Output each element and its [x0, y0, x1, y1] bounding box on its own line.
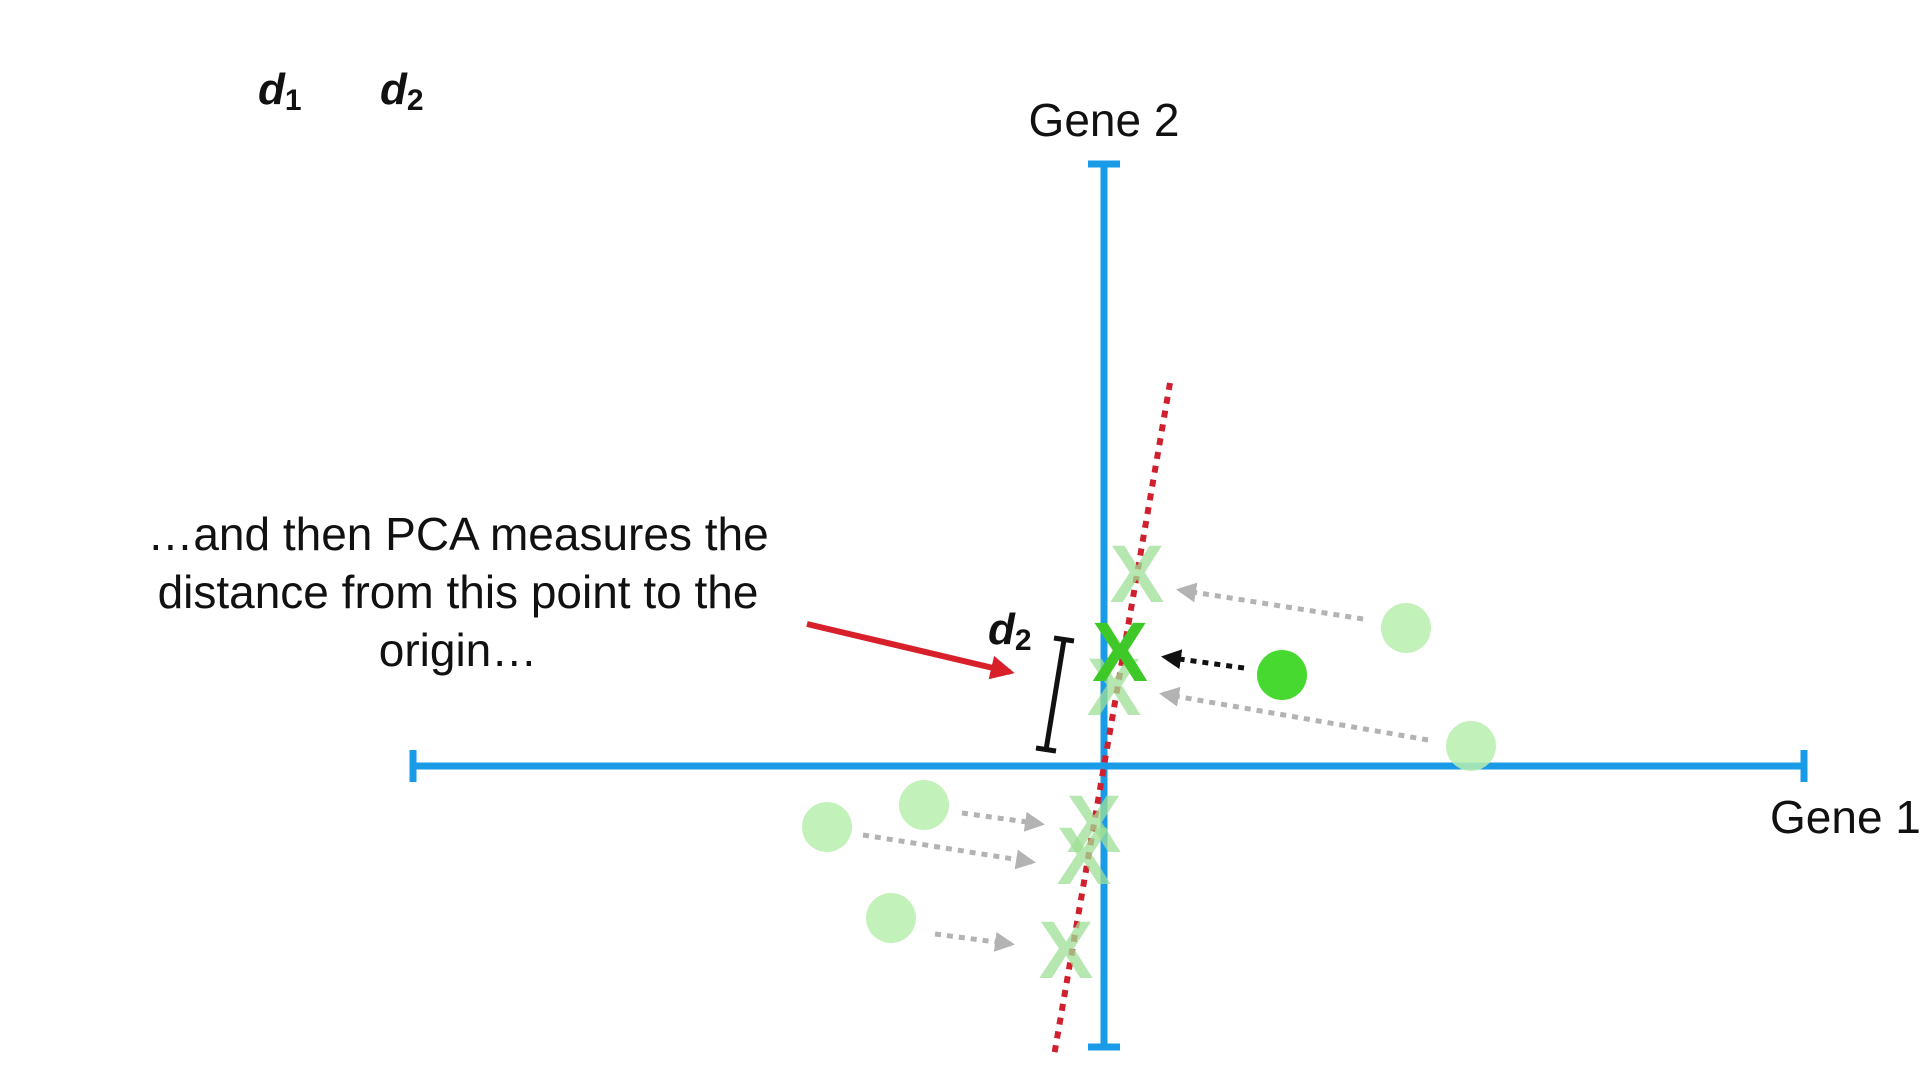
faded-data-point [802, 802, 852, 852]
faded-projection-marks: X X X X X [1039, 529, 1165, 996]
caption-line-1: …and then PCA measures the [147, 508, 768, 560]
distance-label-sub: 2 [1015, 624, 1032, 657]
projection-arrow [1176, 582, 1364, 622]
distance-bracket-d2 [1035, 635, 1075, 754]
legend-d2-main: d [380, 65, 408, 114]
projection-arrow [934, 931, 1015, 952]
projection-arrow [961, 810, 1045, 832]
faded-data-points [802, 603, 1496, 943]
faded-data-point [1446, 721, 1496, 771]
faded-x-mark: X [1110, 529, 1165, 620]
annotation-arrow [806, 621, 1015, 680]
legend-d1-main: d [258, 65, 286, 114]
caption-line-2: distance from this point to the [158, 566, 759, 618]
faded-data-point [866, 893, 916, 943]
faded-data-point [1381, 603, 1431, 653]
pc-dotted-line [1051, 382, 1173, 1057]
legend-d1: d1 [258, 65, 302, 117]
axes [409, 160, 1808, 1051]
projected-point-x-marker: X [1092, 605, 1148, 699]
highlighted-projection-arrow [1161, 649, 1245, 671]
projection-arrow [862, 832, 1036, 870]
legend-d2: d2 [380, 65, 424, 117]
highlighted-data-point [1257, 650, 1307, 700]
projection-arrow [1159, 686, 1429, 743]
faded-x-mark: X [1057, 811, 1112, 902]
distance-label-main: d [988, 605, 1016, 654]
caption: …and then PCA measures the distance from… [147, 508, 768, 676]
distance-bracket-line [1043, 639, 1067, 751]
distance-bracket-cap-bottom [1035, 745, 1057, 754]
faded-data-point [899, 780, 949, 830]
faded-x-mark: X [1087, 642, 1142, 733]
distance-bracket-cap-top [1053, 635, 1075, 644]
gene2-axis-label: Gene 2 [1029, 94, 1180, 146]
legend-d2-sub: 2 [407, 84, 424, 117]
legend-d1-sub: 1 [285, 84, 302, 117]
faded-x-mark: X [1067, 779, 1122, 870]
faded-x-mark: X [1039, 905, 1094, 996]
gene1-axis-label: Gene 1 [1770, 791, 1920, 843]
faded-projection-arrows [862, 582, 1429, 952]
distance-label-d2: d2 [988, 605, 1032, 657]
caption-line-3: origin… [379, 624, 538, 676]
